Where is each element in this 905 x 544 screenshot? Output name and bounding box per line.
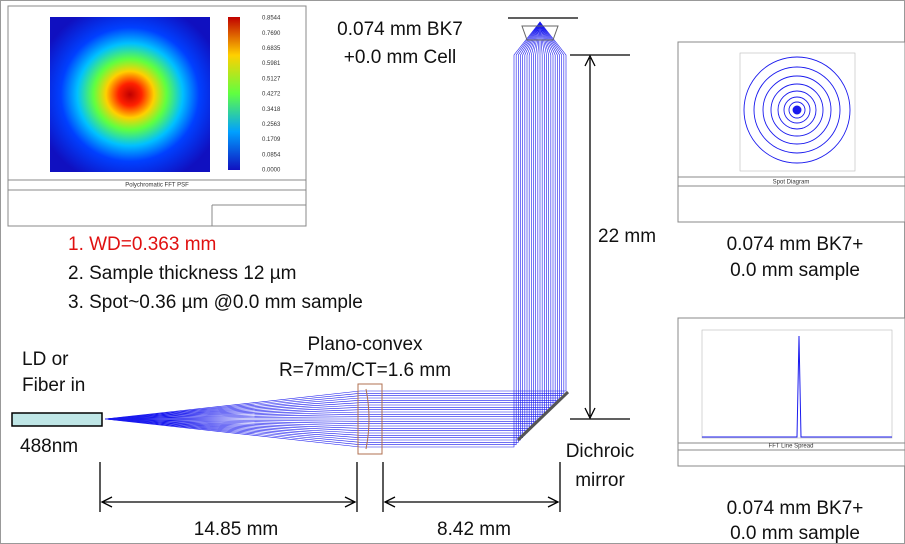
window-label: +0.0 mm Cell bbox=[344, 47, 456, 68]
psf-panel: Polychromatic FFT PSF 0.8544 0.7690 0.6835… bbox=[8, 6, 306, 226]
distance-label: 14.85 mm bbox=[194, 519, 278, 540]
scale-label: 0.5981 bbox=[262, 61, 281, 67]
psf-title: Polychromatic FFT PSF bbox=[125, 183, 189, 189]
spot-title: Spot Diagram bbox=[773, 180, 810, 186]
window-label: 0.074 mm BK7 bbox=[337, 19, 463, 40]
scale-label: 0.0854 bbox=[262, 152, 281, 158]
lsf-caption: 0.074 mm BK7+ bbox=[727, 498, 864, 519]
lsf-caption: 0.0 mm sample bbox=[730, 523, 860, 544]
source-label: Fiber in bbox=[22, 375, 85, 396]
scale-label: 0.7690 bbox=[262, 31, 281, 37]
spot-caption: 0.0 mm sample bbox=[730, 260, 860, 281]
mirror-label: mirror bbox=[575, 470, 625, 491]
spot-caption: 0.074 mm BK7+ bbox=[727, 234, 864, 255]
lens-label: R=7mm/CT=1.6 mm bbox=[279, 360, 451, 381]
dichroic-mirror bbox=[518, 392, 568, 440]
scale-label: 0.2563 bbox=[262, 122, 281, 128]
spot-ring bbox=[793, 106, 801, 114]
diagram: Polychromatic FFT PSF 0.8544 0.7690 0.6835… bbox=[0, 0, 905, 544]
lsf-title: FFT Line Spread bbox=[769, 444, 814, 450]
lens-label: Plano-convex bbox=[307, 334, 423, 355]
note: 3. Spot~0.36 µm @0.0 mm sample bbox=[68, 292, 363, 313]
mirror-label: Dichroic bbox=[566, 441, 635, 462]
scale-label: 0.0000 bbox=[262, 168, 281, 174]
note: 2. Sample thickness 12 µm bbox=[68, 263, 297, 284]
scale-label: 0.6835 bbox=[262, 46, 281, 52]
psf-image bbox=[50, 17, 210, 172]
spot-panel: Spot Diagram bbox=[678, 42, 905, 222]
lsf-panel: FFT Line Spread bbox=[678, 318, 905, 466]
scale-label: 0.1709 bbox=[262, 137, 281, 143]
colorbar bbox=[228, 17, 240, 170]
scale-label: 0.5127 bbox=[262, 76, 281, 82]
wavelength-label: 488nm bbox=[20, 436, 78, 457]
distance-label: 8.42 mm bbox=[437, 519, 511, 540]
scale-label: 0.8544 bbox=[262, 16, 281, 22]
distance-label: 22 mm bbox=[598, 226, 656, 247]
scale-label: 0.3418 bbox=[262, 107, 281, 113]
note: 1. WD=0.363 mm bbox=[68, 234, 216, 255]
source-label: LD or bbox=[22, 349, 69, 370]
fiber bbox=[12, 413, 102, 426]
scale-label: 0.4272 bbox=[262, 92, 281, 98]
